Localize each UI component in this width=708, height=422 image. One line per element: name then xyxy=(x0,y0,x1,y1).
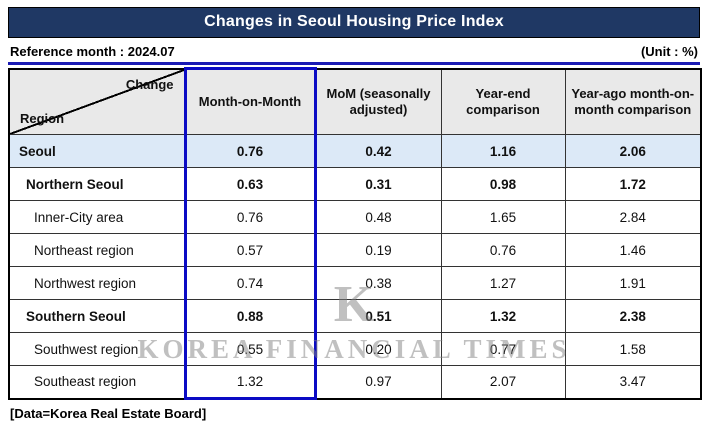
region-cell: Seoul xyxy=(8,134,186,168)
value-cell: 1.27 xyxy=(440,266,566,300)
region-cell: Northern Seoul xyxy=(8,167,186,201)
value-cell: 0.63 xyxy=(183,167,317,201)
value-cell: 0.57 xyxy=(183,233,317,267)
value-cell: 1.32 xyxy=(183,365,317,400)
value-cell: 2.07 xyxy=(440,365,566,399)
value-cell: 0.31 xyxy=(314,167,442,201)
data-source-note: [Data=Korea Real Estate Board] xyxy=(10,406,207,421)
table-row-northwest: Northwest region 0.74 0.38 1.27 1.91 xyxy=(8,266,702,300)
value-cell: 1.72 xyxy=(564,167,702,201)
column-header-month-on-month: Month-on-Month xyxy=(183,67,317,135)
column-header-year-ago-comparison: Year-ago month-on-month comparison xyxy=(564,68,702,135)
value-cell: 0.48 xyxy=(314,200,442,234)
value-cell: 0.55 xyxy=(183,332,317,366)
header-row: Change Region Month-on-Month MoM (season… xyxy=(8,67,702,135)
column-header-mom-seasonally-adjusted: MoM (seasonally adjusted) xyxy=(314,68,442,135)
value-cell: 0.76 xyxy=(183,134,317,168)
value-cell: 3.47 xyxy=(564,365,702,399)
value-cell: 0.74 xyxy=(183,266,317,300)
value-cell: 1.91 xyxy=(564,266,702,300)
value-cell: 1.32 xyxy=(440,299,566,333)
value-cell: 0.76 xyxy=(440,233,566,267)
reference-month-label: Reference month : 2024.07 xyxy=(10,44,175,59)
region-cell: Northeast region xyxy=(8,233,186,267)
value-cell: 2.38 xyxy=(564,299,702,333)
region-cell: Southwest region xyxy=(8,332,186,366)
page-title: Changes in Seoul Housing Price Index xyxy=(8,7,700,38)
table-row-inner-city: Inner-City area 0.76 0.48 1.65 2.84 xyxy=(8,200,702,234)
value-cell: 0.77 xyxy=(440,332,566,366)
value-cell: 1.46 xyxy=(564,233,702,267)
unit-label: (Unit : %) xyxy=(640,44,698,59)
table-row-southwest: Southwest region 0.55 0.20 0.77 1.58 xyxy=(8,332,702,366)
region-cell: Inner-City area xyxy=(8,200,186,234)
value-cell: 0.76 xyxy=(183,200,317,234)
region-cell: Southeast region xyxy=(8,365,186,399)
table-row-northern-seoul: Northern Seoul 0.63 0.31 0.98 1.72 xyxy=(8,167,702,201)
table-row-northeast: Northeast region 0.57 0.19 0.76 1.46 xyxy=(8,233,702,267)
value-cell: 0.19 xyxy=(314,233,442,267)
value-cell: 0.20 xyxy=(314,332,442,366)
region-cell: Northwest region xyxy=(8,266,186,300)
value-cell: 0.97 xyxy=(314,365,442,399)
table-row-southern-seoul: Southern Seoul 0.88 0.51 1.32 2.38 xyxy=(8,299,702,333)
housing-price-table: Change Region Month-on-Month MoM (season… xyxy=(8,67,702,400)
corner-label-region: Region xyxy=(20,110,65,126)
value-cell: 0.98 xyxy=(440,167,566,201)
value-cell: 0.88 xyxy=(183,299,317,333)
value-cell: 0.51 xyxy=(314,299,442,333)
column-header-year-end-comparison: Year-end comparison xyxy=(440,68,566,135)
value-cell: 0.38 xyxy=(314,266,442,300)
value-cell: 1.65 xyxy=(440,200,566,234)
region-cell: Southern Seoul xyxy=(8,299,186,333)
value-cell: 1.58 xyxy=(564,332,702,366)
value-cell: 0.42 xyxy=(314,134,442,168)
value-cell: 2.06 xyxy=(564,134,702,168)
table-row-southeast: Southeast region 1.32 0.97 2.07 3.47 xyxy=(8,365,702,400)
value-cell: 2.84 xyxy=(564,200,702,234)
corner-header-cell: Change Region xyxy=(8,68,186,135)
corner-label-change: Change xyxy=(125,76,174,92)
value-cell: 1.16 xyxy=(440,134,566,168)
table-row-seoul: Seoul 0.76 0.42 1.16 2.06 xyxy=(8,134,702,168)
subheader-row: Reference month : 2024.07 (Unit : %) xyxy=(8,38,700,65)
